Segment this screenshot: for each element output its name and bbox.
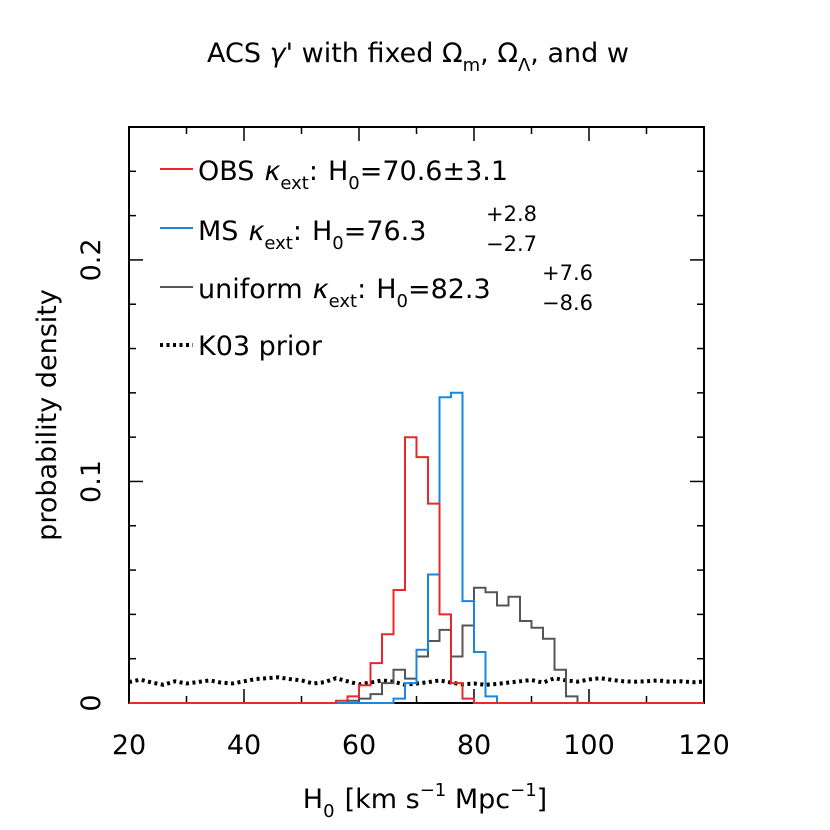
axis-ticks [128,127,705,704]
series-layer [129,391,704,704]
y-tick-label: 0.2 [76,238,107,281]
histogram-uniform [129,586,704,704]
legend-sup-uniform: +7.6 [542,261,593,285]
plot-frame [128,126,705,704]
chart-title: ACS γ' with fixed Ωm, ΩΛ, and w [207,38,629,76]
x-axis-title: H0 [km s−1 Mpc−1] [303,780,547,822]
legend-label-obs: OBS κext: H0=70.6±3.1 [198,156,508,194]
legend: OBS κext: H0=70.6±3.1 MS κext: H0=76.3 +2.8 … [160,156,593,362]
legend-label-prior: K03 prior [198,331,323,362]
tick-labels: 20 40 60 80 100 120 0 0.1 0.2 [76,238,730,761]
x-tick-label: 100 [563,730,615,761]
x-tick-label: 80 [457,730,491,761]
histogram-obs [129,436,704,704]
legend-label-ms: MS κext: H0=76.3 [198,216,426,254]
legend-sub-uniform: −8.6 [542,291,593,315]
x-tick-label: 60 [342,730,376,761]
y-tick-label: 0 [76,694,107,711]
legend-label-uniform: uniform κext: H0=82.3 [198,274,491,312]
legend-sub-ms: −2.7 [486,232,537,256]
y-tick-label: 0.1 [76,460,107,503]
y-axis-title: probability density [32,289,63,541]
legend-sup-ms: +2.8 [486,202,537,226]
x-tick-label: 120 [678,730,730,761]
x-tick-label: 40 [227,730,261,761]
x-tick-label: 20 [112,730,146,761]
